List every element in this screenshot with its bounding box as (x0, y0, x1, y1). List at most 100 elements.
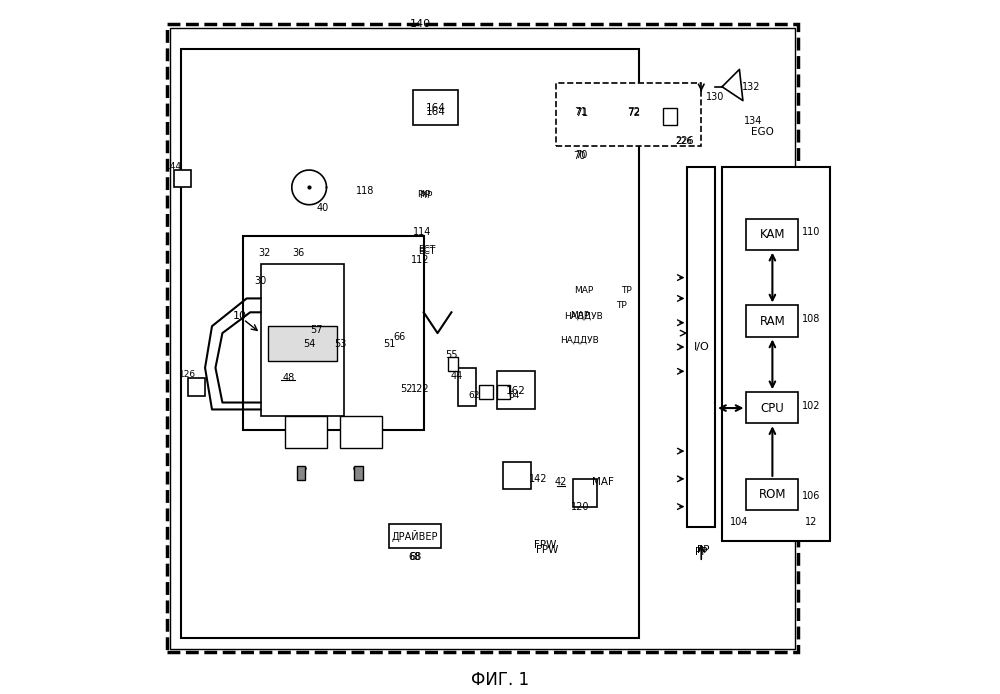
FancyBboxPatch shape (167, 24, 798, 652)
Text: 62: 62 (469, 391, 480, 400)
Text: 42: 42 (554, 477, 567, 487)
Text: 226: 226 (675, 136, 694, 146)
Text: 71: 71 (575, 108, 588, 117)
Text: 55: 55 (445, 350, 458, 360)
Text: TP: TP (621, 286, 632, 294)
Text: I/O: I/O (693, 342, 709, 352)
Text: 51: 51 (383, 339, 395, 348)
Text: EGO: EGO (751, 127, 774, 137)
FancyBboxPatch shape (503, 462, 531, 489)
Text: 142: 142 (529, 474, 547, 484)
Text: 102: 102 (802, 401, 820, 411)
Text: 64: 64 (508, 391, 520, 400)
Text: MAP: MAP (574, 286, 593, 294)
Text: НАДДУВ: НАДДУВ (560, 336, 599, 344)
Text: 140: 140 (410, 19, 431, 29)
FancyBboxPatch shape (448, 357, 458, 371)
Text: 112: 112 (411, 255, 429, 265)
FancyBboxPatch shape (556, 83, 701, 146)
Text: 126: 126 (179, 371, 196, 379)
Text: 68: 68 (409, 552, 421, 561)
Text: 162: 162 (506, 386, 526, 396)
Text: RAM: RAM (760, 315, 785, 328)
Text: 164: 164 (426, 103, 446, 112)
Text: CPU: CPU (761, 402, 784, 414)
Text: 30: 30 (254, 276, 267, 286)
FancyBboxPatch shape (746, 305, 798, 337)
Text: PIP: PIP (417, 190, 430, 198)
Text: 70: 70 (575, 151, 587, 160)
Text: 57: 57 (310, 325, 322, 335)
Text: PP: PP (695, 547, 708, 557)
Text: 53: 53 (334, 339, 347, 348)
FancyBboxPatch shape (746, 219, 798, 250)
Text: 144: 144 (165, 162, 182, 171)
FancyBboxPatch shape (188, 378, 205, 396)
FancyBboxPatch shape (458, 368, 476, 406)
FancyBboxPatch shape (261, 264, 344, 416)
FancyBboxPatch shape (389, 524, 441, 548)
Text: MAF: MAF (592, 477, 614, 487)
Text: 70: 70 (574, 151, 586, 161)
Text: MAP: MAP (570, 312, 589, 320)
Text: ECT: ECT (419, 246, 436, 254)
FancyBboxPatch shape (615, 97, 653, 128)
FancyBboxPatch shape (413, 90, 458, 125)
FancyBboxPatch shape (479, 385, 493, 399)
Text: ФИГ. 1: ФИГ. 1 (471, 671, 529, 689)
Text: TP: TP (616, 301, 627, 310)
Text: 118: 118 (355, 186, 374, 196)
FancyBboxPatch shape (663, 108, 677, 125)
FancyBboxPatch shape (497, 385, 510, 399)
FancyBboxPatch shape (722, 167, 830, 541)
Text: FPW: FPW (534, 540, 556, 550)
FancyBboxPatch shape (497, 371, 535, 409)
Text: PIP: PIP (419, 192, 432, 200)
Text: KAM: KAM (760, 228, 785, 241)
Text: 32: 32 (258, 248, 270, 258)
Text: 72: 72 (627, 108, 640, 117)
Text: 106: 106 (802, 491, 820, 501)
Text: 44: 44 (450, 371, 462, 381)
FancyBboxPatch shape (340, 416, 382, 448)
Text: 36: 36 (293, 248, 305, 258)
Text: 40: 40 (317, 203, 329, 213)
FancyBboxPatch shape (174, 170, 191, 187)
FancyBboxPatch shape (170, 28, 795, 649)
Text: 164: 164 (426, 108, 446, 117)
Text: 10: 10 (233, 311, 247, 321)
Text: 226: 226 (675, 137, 692, 146)
FancyBboxPatch shape (687, 167, 715, 527)
Text: 132: 132 (742, 82, 760, 92)
FancyBboxPatch shape (285, 416, 326, 448)
Text: 130: 130 (706, 92, 724, 102)
Text: 114: 114 (413, 228, 431, 237)
Text: ДРАЙВЕР: ДРАЙВЕР (392, 530, 438, 542)
Text: НАДДУВ: НАДДУВ (564, 312, 603, 320)
Text: 134: 134 (744, 117, 762, 126)
Text: FPW: FPW (536, 545, 558, 555)
FancyBboxPatch shape (746, 479, 798, 510)
Text: 72: 72 (627, 108, 640, 118)
FancyBboxPatch shape (746, 392, 798, 423)
Text: 66: 66 (393, 332, 405, 341)
Text: ECT: ECT (419, 247, 436, 255)
FancyBboxPatch shape (573, 479, 597, 507)
Text: 120: 120 (571, 502, 589, 511)
FancyBboxPatch shape (354, 466, 363, 480)
Text: 110: 110 (802, 228, 820, 237)
Text: 104: 104 (730, 517, 749, 527)
Text: 71: 71 (575, 108, 588, 118)
Text: 108: 108 (802, 314, 820, 324)
Text: 48: 48 (282, 373, 294, 383)
Text: 54: 54 (303, 339, 315, 348)
Text: PP: PP (697, 545, 710, 555)
FancyBboxPatch shape (297, 466, 305, 480)
Text: 68: 68 (409, 552, 421, 562)
FancyBboxPatch shape (181, 49, 639, 638)
Text: 52: 52 (400, 384, 413, 393)
FancyBboxPatch shape (562, 97, 601, 128)
Text: 12: 12 (805, 517, 817, 527)
Text: 122: 122 (411, 384, 430, 393)
FancyBboxPatch shape (243, 236, 424, 430)
